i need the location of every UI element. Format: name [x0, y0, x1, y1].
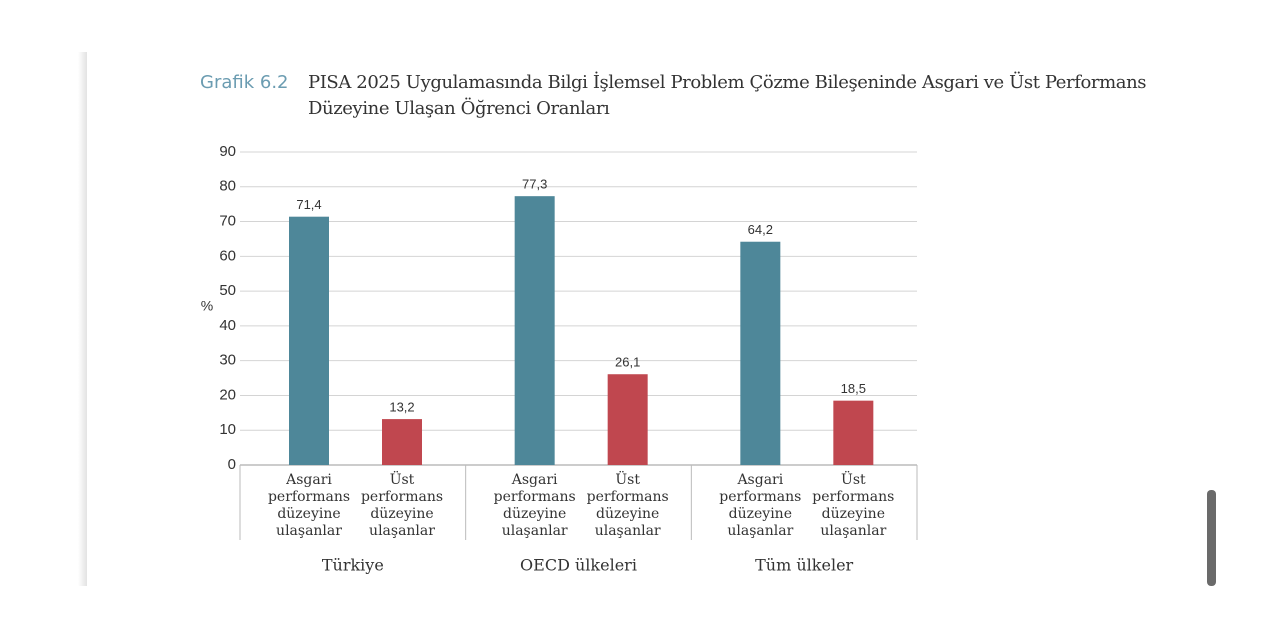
category-label: Asgari performans düzeyine ulaşanlar	[268, 472, 350, 539]
y-tick-label: 10	[219, 421, 236, 438]
value-label: 26,1	[615, 355, 640, 370]
y-axis-label: %	[201, 298, 213, 314]
y-tick-label: 60	[219, 247, 236, 264]
page-shadow	[78, 52, 87, 586]
y-tick-label: 70	[219, 213, 236, 230]
bar	[289, 216, 329, 465]
group-label: OECD ülkeleri	[520, 556, 637, 575]
bar	[382, 419, 422, 465]
scrollbar[interactable]	[1207, 490, 1216, 586]
y-tick-label: 0	[228, 456, 236, 473]
value-label: 18,5	[841, 381, 866, 396]
category-label: Üst performans düzeyine ulaşanlar	[587, 470, 669, 539]
bar	[740, 241, 781, 465]
category-label: Üst performans düzeyine ulaşanlar	[361, 470, 443, 539]
bar	[607, 374, 648, 465]
category-label: Asgari performans düzeyine ulaşanlar	[494, 472, 576, 539]
y-tick-label: 30	[219, 352, 236, 369]
bar	[833, 400, 874, 465]
y-tick-label: 90	[219, 143, 236, 160]
value-label: 64,2	[748, 222, 773, 237]
figure-label: Grafik 6.2	[200, 72, 289, 93]
y-tick-label: 50	[219, 282, 236, 299]
y-tick-label: 20	[219, 386, 236, 403]
group-label: Türkiye	[322, 556, 384, 575]
chart-title: PISA 2025 Uygulamasında Bilgi İşlemsel P…	[308, 72, 1147, 119]
value-label: 77,3	[522, 177, 547, 192]
y-tick-label: 40	[219, 317, 236, 334]
group-label: Tüm ülkeler	[755, 556, 853, 575]
category-label: Asgari performans düzeyine ulaşanlar	[719, 472, 801, 539]
value-label: 71,4	[296, 197, 321, 212]
value-label: 13,2	[389, 400, 414, 415]
category-label: Üst performans düzeyine ulaşanlar	[812, 470, 894, 539]
bar	[514, 196, 555, 465]
y-tick-label: 80	[219, 178, 236, 195]
